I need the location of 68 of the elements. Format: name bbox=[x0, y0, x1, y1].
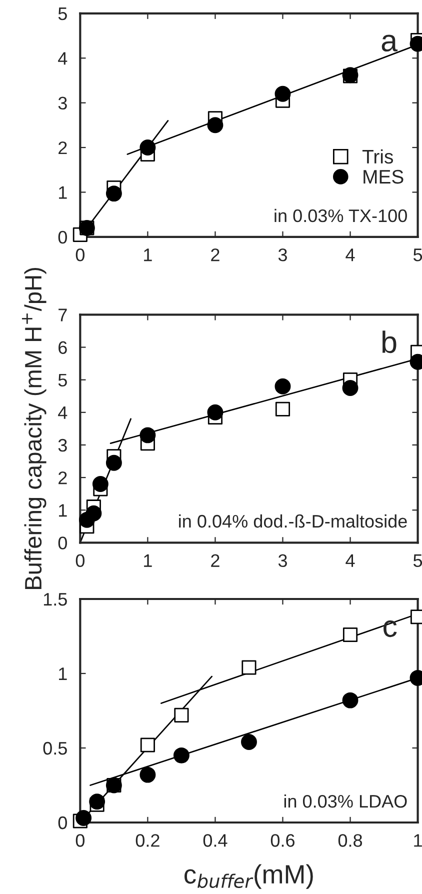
point bbox=[274, 378, 291, 394]
y-tick-label: 1 bbox=[59, 186, 67, 199]
point bbox=[106, 454, 122, 471]
point bbox=[207, 117, 224, 134]
point bbox=[275, 402, 290, 416]
y-tick-label: 0 bbox=[58, 536, 67, 550]
point bbox=[173, 747, 190, 764]
y-tick-label: 0 bbox=[58, 816, 67, 830]
point bbox=[140, 140, 156, 156]
x-tick-label: 0 bbox=[76, 554, 84, 568]
point bbox=[174, 708, 189, 722]
x-tick-label: 4 bbox=[346, 554, 355, 567]
point bbox=[342, 380, 358, 396]
point bbox=[140, 766, 156, 783]
x-tick-label: 1 bbox=[144, 554, 152, 567]
x-tick-label: 0.6 bbox=[270, 834, 294, 847]
x-tick-label: 4 bbox=[346, 248, 355, 262]
point bbox=[274, 86, 291, 102]
x-tick-label: 0 bbox=[76, 834, 84, 847]
x-tick-label: 5 bbox=[413, 554, 422, 568]
annotation: b bbox=[382, 330, 396, 354]
annotation: in 0.03% LDAO bbox=[284, 794, 407, 808]
y-tick-label: 3 bbox=[58, 96, 67, 110]
x-axis-title: c$_{buffer}$(mM) bbox=[184, 864, 313, 889]
x-tick-label: 0.2 bbox=[136, 834, 160, 847]
annotation: c bbox=[384, 620, 397, 638]
x-tick-label: 2 bbox=[211, 554, 220, 567]
y-tick-label: 5 bbox=[58, 8, 67, 20]
y-tick-label: 5 bbox=[58, 374, 67, 387]
point bbox=[241, 734, 257, 750]
x-tick-label: 1 bbox=[414, 834, 422, 847]
y-tick-label: 2 bbox=[58, 471, 67, 484]
y-tick-label: 3 bbox=[58, 438, 67, 452]
y-tick-label: 1.5 bbox=[44, 593, 67, 606]
point bbox=[76, 810, 92, 826]
legend-label: MES bbox=[364, 170, 404, 184]
point bbox=[89, 794, 106, 810]
y-tick-label: 1 bbox=[59, 668, 67, 680]
x-tick-label: 5 bbox=[413, 248, 422, 262]
annotation: a bbox=[382, 34, 398, 52]
y-tick-label: 4 bbox=[58, 406, 68, 419]
y-axis-title: Buffering capacity (mM H$^{+}$/pH) bbox=[22, 268, 46, 589]
point bbox=[140, 738, 155, 752]
y-tick-label: 2 bbox=[58, 141, 67, 154]
point bbox=[242, 660, 256, 675]
point bbox=[86, 505, 102, 522]
y-tick-label: 7 bbox=[58, 308, 67, 322]
x-tick-label: 3 bbox=[278, 554, 287, 568]
x-tick-label: 0 bbox=[76, 248, 84, 262]
y-tick-label: 6 bbox=[58, 341, 67, 354]
point bbox=[207, 404, 224, 420]
y-tick-label: 4 bbox=[58, 52, 68, 65]
point bbox=[342, 692, 358, 708]
point bbox=[140, 427, 156, 444]
point bbox=[106, 186, 122, 202]
x-tick-label: 2 bbox=[211, 248, 220, 262]
y-tick-label: 0.5 bbox=[43, 742, 67, 755]
x-tick-label: 3 bbox=[278, 248, 287, 262]
x-tick-label: 0.8 bbox=[338, 834, 362, 847]
y-tick-label: 0 bbox=[58, 230, 67, 244]
annotation: in 0.03% TX-100 bbox=[274, 208, 407, 222]
point bbox=[92, 476, 108, 492]
x-tick-label: 0.4 bbox=[203, 834, 228, 847]
annotation: in 0.04% dod.-ß-D-maltoside bbox=[179, 514, 407, 528]
x-tick-label: 1 bbox=[144, 248, 152, 262]
y-tick-label: 1 bbox=[59, 504, 67, 517]
point bbox=[342, 627, 358, 642]
legend-label: Tris bbox=[362, 149, 393, 164]
